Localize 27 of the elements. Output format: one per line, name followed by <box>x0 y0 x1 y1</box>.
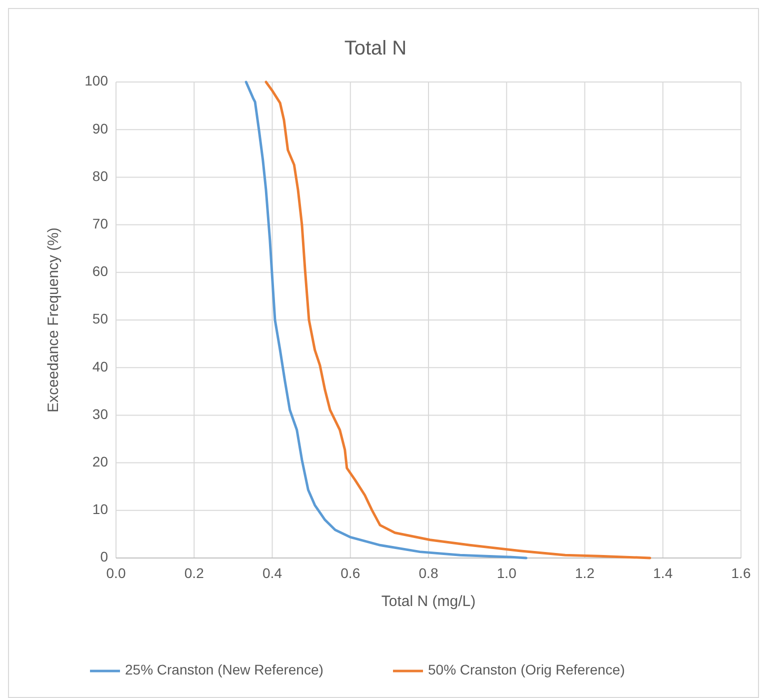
y-tick-label: 100 <box>84 72 108 89</box>
y-tick-label: 60 <box>92 263 108 280</box>
y-tick-label: 90 <box>92 120 108 136</box>
x-tick-label: 1.6 <box>731 565 751 581</box>
x-tick-label: 0.2 <box>184 565 204 581</box>
y-tick-label: 80 <box>92 168 108 184</box>
y-tick-label: 0 <box>100 548 108 565</box>
x-tick-label: 1.0 <box>496 565 517 581</box>
x-tick-label: 0.4 <box>262 565 282 581</box>
y-axis-title: Exceedance Frequency (%) <box>45 227 62 413</box>
y-tick-label: 40 <box>92 358 108 374</box>
legend-label: 25% Cranston (New Reference) <box>125 662 324 678</box>
chart-title: Total N <box>344 37 407 60</box>
y-tick-label: 70 <box>92 216 108 232</box>
x-tick-label: 0.6 <box>340 565 360 581</box>
y-tick-label: 50 <box>92 310 108 327</box>
legend-label: 50% Cranston (Orig Reference) <box>428 662 625 678</box>
line-series <box>244 80 528 560</box>
x-tick-label: 0.8 <box>418 565 438 581</box>
x-tick-label: 1.2 <box>575 565 595 581</box>
x-tick-label: 0.0 <box>106 565 126 581</box>
y-tick-label: 30 <box>92 406 108 422</box>
y-tick-label: 10 <box>92 501 108 518</box>
y-tick-label: 20 <box>92 454 108 470</box>
line-series <box>264 80 652 560</box>
x-tick-label: 1.4 <box>653 565 673 581</box>
x-axis-title: Total N (mg/L) <box>381 593 476 610</box>
